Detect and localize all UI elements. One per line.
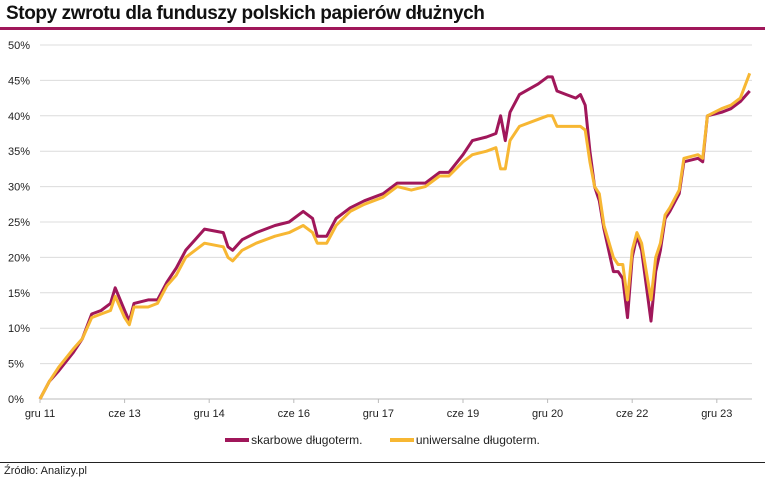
x-tick-label: gru 11	[25, 408, 55, 420]
legend-item-skarbowe: skarbowe długoterm.	[225, 433, 362, 447]
y-tick-label: 30%	[8, 182, 30, 194]
y-tick-label: 50%	[8, 40, 30, 52]
series-line-uniwersalne	[38, 72, 752, 400]
x-tick-label: gru 23	[701, 408, 732, 420]
x-axis-ticks: gru 11 cze 13 gru 14 cze 16 gru 17 cze 19 gru …	[25, 399, 732, 420]
y-tick-label: 20%	[8, 252, 30, 264]
y-tick-label: 0%	[8, 394, 24, 406]
legend-item-uniwersalne: uniwersalne długoterm.	[389, 433, 540, 447]
x-tick-label: gru 20	[532, 408, 563, 420]
x-tick-label: gru 14	[194, 408, 225, 420]
y-axis-ticks: 0% 5% 10% 15% 20% 25% 30% 35% 40% 45% 50%	[8, 40, 30, 406]
series-lines	[38, 72, 752, 400]
series-line-skarbowe	[38, 75, 751, 400]
legend-label: uniwersalne długoterm.	[415, 433, 540, 447]
legend-swatch-skarbowe	[225, 438, 250, 442]
title-underline	[0, 27, 765, 30]
x-tick-label: gru 17	[363, 408, 394, 420]
x-tick-label: cze 13	[108, 408, 140, 420]
y-tick-label: 35%	[8, 146, 30, 158]
source-divider	[0, 462, 765, 463]
y-tick-label: 40%	[8, 111, 30, 123]
line-chart: 0% 5% 10% 15% 20% 25% 30% 35% 40% 45% 50% gru 11 cz…	[8, 40, 752, 420]
y-tick-label: 45%	[8, 75, 30, 87]
source-note: Źródło: Analizy.pl	[4, 465, 87, 477]
gridlines	[40, 44, 752, 400]
x-tick-label: cze 19	[447, 408, 479, 420]
y-tick-label: 15%	[8, 288, 30, 300]
y-tick-label: 25%	[8, 217, 30, 229]
x-tick-label: cze 22	[616, 408, 648, 420]
legend-swatch-uniwersalne	[389, 438, 414, 442]
chart-title: Stopy zwrotu dla funduszy polskich papie…	[6, 3, 485, 24]
y-tick-label: 5%	[8, 359, 24, 371]
y-tick-label: 10%	[8, 323, 30, 335]
legend-label: skarbowe długoterm.	[251, 433, 363, 447]
legend: skarbowe długoterm. uniwersalne długoter…	[0, 431, 765, 447]
x-tick-label: cze 16	[278, 408, 310, 420]
